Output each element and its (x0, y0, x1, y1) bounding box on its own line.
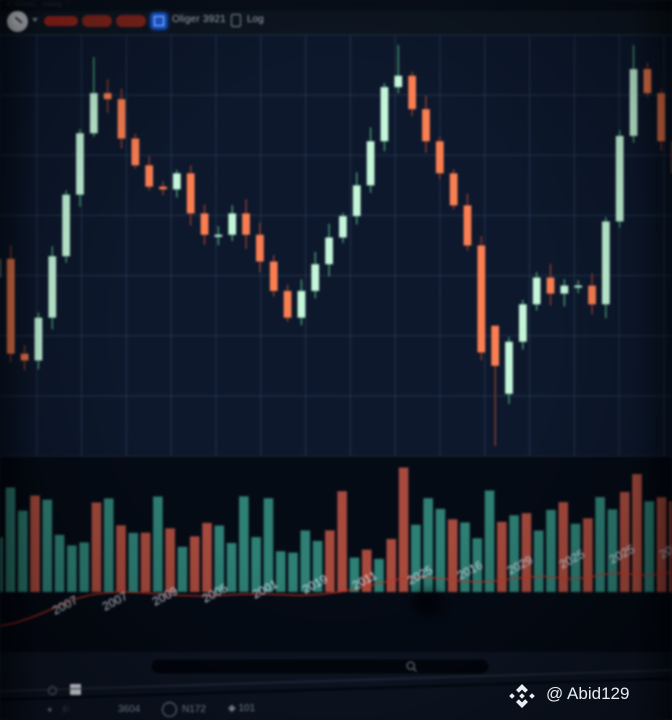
svg-text:2007: 2007 (50, 593, 80, 618)
